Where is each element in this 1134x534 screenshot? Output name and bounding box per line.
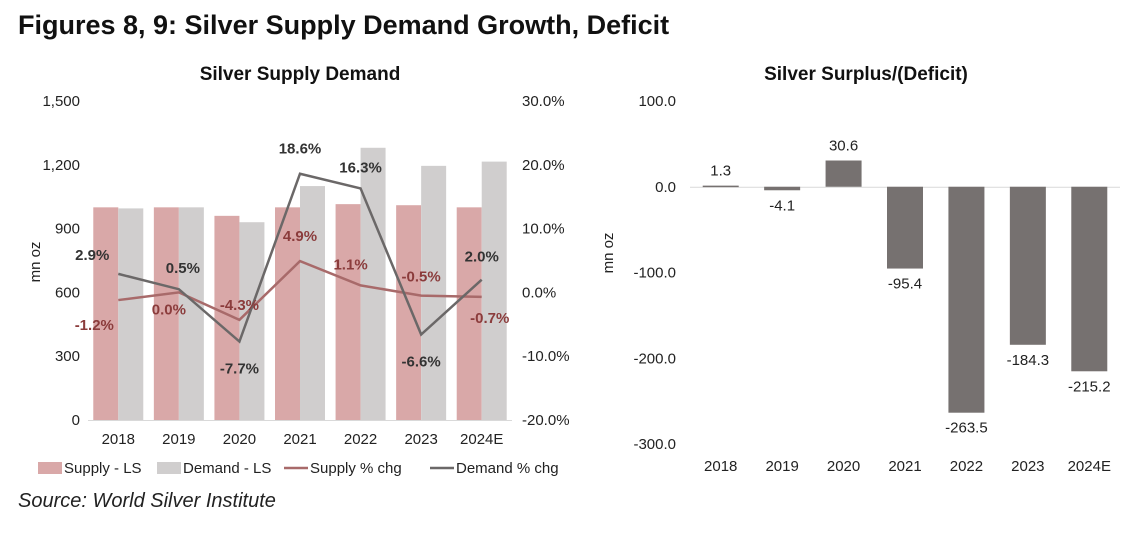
x-tick-label: 2019 — [765, 458, 798, 475]
bar-value-label: 30.6 — [829, 138, 858, 155]
demand-bar — [300, 186, 325, 420]
surplus-deficit-chart: Silver Surplus/(Deficit) -300.0 -200.0 -100… — [600, 64, 1120, 475]
demand-pct-label: 0.5% — [166, 260, 200, 277]
x-tick-label: 2020 — [827, 458, 860, 475]
legend-demand-pct-label: Demand % chg — [456, 460, 559, 477]
demand-bar — [239, 222, 265, 420]
chart-title: Silver Supply Demand — [200, 64, 401, 85]
supply-pct-label: 4.9% — [283, 228, 317, 245]
deficit-bar — [887, 186, 923, 269]
y2-tick-label: 10.0% — [522, 221, 565, 238]
source-note: Source: World Silver Institute — [18, 490, 276, 512]
x-tick-label: 2021 — [283, 431, 316, 448]
legend-supply-swatch — [38, 462, 62, 474]
y2-tick-label: 0.0% — [522, 284, 556, 301]
x-tick-label: 2018 — [102, 431, 135, 448]
demand-bar — [118, 208, 144, 420]
supply-pct-label: -1.2% — [75, 317, 114, 334]
bar-value-label: -184.3 — [1007, 352, 1050, 369]
deficit-bar — [1071, 186, 1108, 372]
demand-bar — [178, 207, 204, 420]
x-tick-label: 2020 — [223, 431, 256, 448]
demand-pct-label: 2.0% — [465, 249, 499, 266]
legend-supply-pct-label: Supply % chg — [310, 460, 402, 477]
supply-bar — [335, 204, 361, 420]
demand-pct-label: 2.9% — [75, 247, 109, 264]
legend-supply-label: Supply - LS — [64, 460, 142, 477]
demand-pct-label: -7.7% — [220, 361, 259, 378]
y-tick-label: 900 — [55, 221, 80, 238]
demand-pct-line — [117, 172, 483, 344]
bar-value-label: -263.5 — [945, 420, 988, 437]
demand-pct-label: 18.6% — [279, 141, 322, 158]
y-tick-label: -100.0 — [633, 265, 676, 282]
legend-demand-swatch — [157, 462, 181, 474]
bar-value-label: -215.2 — [1068, 378, 1111, 395]
supply-bar — [396, 205, 422, 420]
x-tick-label: 2024E — [1068, 458, 1111, 475]
bar-value-label: -95.4 — [888, 276, 922, 293]
legend-demand-label: Demand - LS — [183, 460, 271, 477]
demand-bar — [360, 147, 386, 420]
x-tick-label: 2019 — [162, 431, 195, 448]
y-tick-label: 1,500 — [42, 93, 80, 110]
y2-tick-label: 30.0% — [522, 93, 565, 110]
x-tick-label: 2021 — [888, 458, 921, 475]
supply-bar — [275, 207, 300, 420]
demand-bar — [481, 161, 507, 421]
supply-bar — [93, 207, 119, 420]
y-tick-label: -300.0 — [633, 436, 676, 453]
supply-pct-label: -4.3% — [220, 297, 259, 314]
deficit-bar — [948, 186, 985, 413]
chart-title: Silver Surplus/(Deficit) — [764, 64, 968, 85]
figure-title: Figures 8, 9: Silver Supply Demand Growt… — [18, 10, 670, 40]
x-tick-label: 2018 — [704, 458, 737, 475]
demand-pct-label: 16.3% — [339, 159, 382, 176]
x-tick-label: 2022 — [950, 458, 983, 475]
demand-bar — [421, 165, 447, 420]
supply-pct-label: 0.0% — [152, 301, 186, 318]
y2-tick-label: 20.0% — [522, 157, 565, 174]
y2-tick-label: -10.0% — [522, 348, 570, 365]
supply-bar — [456, 207, 482, 420]
demand-pct-label: -6.6% — [402, 354, 441, 371]
supply-pct-line — [118, 259, 482, 322]
y-tick-label: 100.0 — [638, 93, 676, 110]
deficit-bar — [825, 160, 862, 187]
supply-demand-chart: Silver Supply Demand 0 300 600 900 1,200 1,500… — [27, 64, 570, 477]
y2-tick-label: -20.0% — [522, 412, 570, 429]
x-tick-label: 2023 — [404, 431, 437, 448]
bar-value-label: 1.3 — [710, 163, 731, 180]
x-tick-label: 2023 — [1011, 458, 1044, 475]
y-tick-label: 300 — [55, 348, 80, 365]
x-tick-label: 2022 — [344, 431, 377, 448]
y-tick-label: 600 — [55, 284, 80, 301]
y-axis-label: mn oz — [600, 233, 617, 274]
deficit-bar — [764, 186, 801, 191]
y-tick-label: 1,200 — [42, 157, 80, 174]
y-tick-label: -200.0 — [633, 350, 676, 367]
supply-bar — [153, 207, 179, 420]
bar-value-label: -4.1 — [769, 197, 795, 214]
deficit-bar — [702, 185, 739, 188]
supply-pct-label: 1.1% — [333, 256, 367, 273]
deficit-bar — [1009, 186, 1046, 345]
x-tick-label: 2024E — [460, 431, 503, 448]
y-tick-label: 0.0 — [655, 179, 676, 196]
y-axis-label: mn oz — [27, 242, 44, 283]
supply-pct-label: -0.5% — [402, 269, 441, 286]
supply-pct-label: -0.7% — [470, 310, 509, 327]
y-tick-label: 0 — [72, 412, 80, 429]
